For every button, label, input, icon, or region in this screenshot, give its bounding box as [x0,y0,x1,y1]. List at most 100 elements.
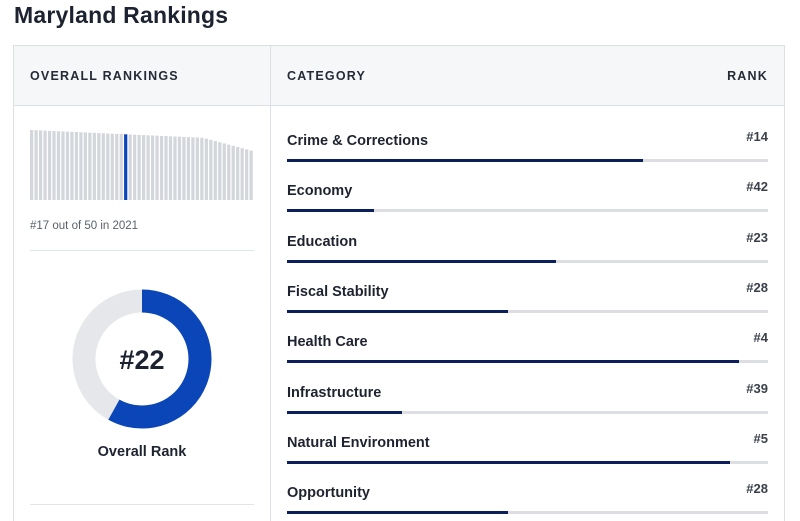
mini-chart-bar [79,132,83,200]
mini-chart-bar [231,145,235,200]
category-bar-track [287,309,768,313]
mini-chart-bar [115,133,119,200]
mini-chart-bar [119,134,123,200]
category-name: Infrastructure [287,384,382,401]
category-bar-fill [287,209,374,213]
category-rank: #23 [746,229,768,245]
mini-chart-bar [245,149,249,200]
mini-chart-bar [137,134,141,200]
mini-chart-bar [204,138,208,200]
mini-chart-bar [38,130,43,200]
mini-chart-bar [173,136,177,200]
category-row[interactable]: Opportunity #28 [287,481,768,521]
category-row[interactable]: Natural Environment #5 [287,431,768,485]
category-bar-track [287,460,768,464]
category-rank: #42 [746,179,768,195]
divider [30,504,254,505]
mini-chart-bar [101,133,105,200]
mini-chart-svg [30,130,253,200]
mini-chart-bar [150,135,155,200]
category-name: Opportunity [287,485,370,502]
category-header: CATEGORY RANK [271,46,784,106]
mini-chart-bar [128,134,132,200]
donut-value: #22 [119,345,164,375]
state-rank-mini-chart [30,128,254,200]
mini-chart-bar [43,130,47,200]
category-name: Fiscal Stability [287,283,389,300]
category-name: Natural Environment [287,434,430,451]
mini-chart-bar [200,137,204,200]
overall-rankings-heading: OVERALL RANKINGS [30,69,179,83]
mini-chart-bar [133,134,137,200]
mini-chart-bar-highlight [124,134,128,200]
category-name: Education [287,233,358,250]
category-row[interactable]: Education #23 [287,230,768,284]
mini-chart-bar [222,143,226,200]
mini-chart-bar [65,131,70,200]
category-bar-fill [287,511,509,515]
category-rank: #14 [746,129,768,144]
category-bar-track [287,209,768,213]
category-bar-fill [287,410,403,414]
mini-chart-bar [146,135,150,200]
mini-chart-bar [110,133,114,200]
rank-heading: RANK [727,69,768,83]
mini-chart-bar [168,136,173,200]
category-row[interactable]: Infrastructure #39 [287,381,768,435]
mini-chart-bar [56,131,61,200]
mini-chart-bar [30,130,34,200]
mini-chart-bar [142,135,146,200]
divider [30,250,254,251]
category-bar-fill [287,360,740,364]
category-row[interactable]: Health Care #4 [287,330,768,384]
category-row[interactable]: Fiscal Stability #28 [287,280,768,334]
mini-chart-bar [240,148,244,200]
mini-chart-bar [177,136,182,200]
category-bar-fill [287,259,557,263]
category-rank: #39 [746,380,768,396]
category-row[interactable]: Crime & Corrections #14 [287,129,768,183]
rankings-card: OVERALL RANKINGS #17 out of 50 in 2021 #… [13,45,785,521]
category-rank: #28 [746,481,768,497]
category-rank: #5 [753,430,768,446]
overall-rankings-column: OVERALL RANKINGS #17 out of 50 in 2021 #… [14,46,271,521]
mini-chart-bar [182,136,186,200]
category-bar-fill [287,309,509,313]
mini-chart-bar [227,144,231,200]
mini-chart-bar [236,147,240,200]
category-name: Crime & Corrections [287,133,429,149]
category-name: Health Care [287,334,368,351]
category-bar-track [287,511,768,515]
category-bar-track [287,159,768,162]
category-heading: CATEGORY [287,69,367,83]
mini-chart-bar [61,131,65,200]
donut-arc [72,289,212,429]
page-title: Maryland Rankings [14,2,229,28]
category-bar-track [287,360,768,364]
mini-chart-bar [195,137,199,200]
mini-chart-bar [70,131,74,200]
donut-label: Overall Rank [97,444,187,460]
mini-chart-bar [186,137,191,200]
category-rank: #4 [753,330,768,346]
mini-chart-bar [159,135,164,200]
category-bar-track [287,259,768,263]
category-column: CATEGORY RANK Crime & Corrections #14 Econ… [271,46,784,521]
mini-chart-bar [191,137,195,200]
mini-chart-bar [52,131,56,200]
mini-chart-bar [155,135,159,200]
mini-chart-bar [34,130,38,200]
mini-chart-bar [249,150,253,200]
overall-rank-subtitle: #17 out of 50 in 2021 [30,220,139,232]
mini-chart-bar [47,130,52,200]
category-bar-track [287,410,768,414]
category-bar-fill [287,460,730,464]
overall-rank-donut: #22 [72,289,212,429]
category-rank: #28 [746,279,768,295]
category-bar-fill [287,159,643,162]
category-row[interactable]: Economy #42 [287,179,768,233]
mini-chart-bar [164,136,168,200]
mini-chart-bar [106,133,110,200]
mini-chart-bar [97,133,101,200]
mini-chart-bar [218,142,222,200]
